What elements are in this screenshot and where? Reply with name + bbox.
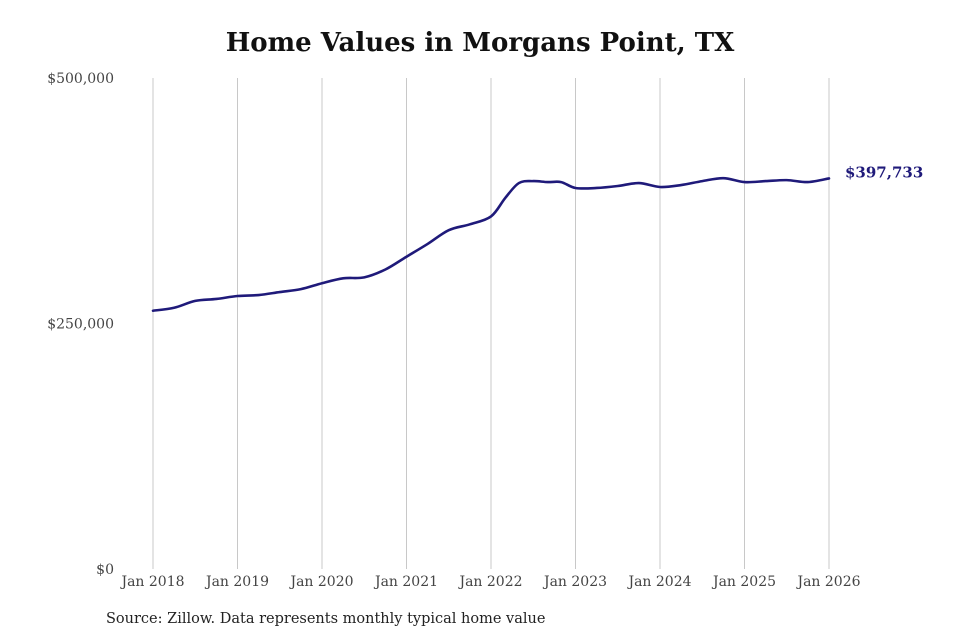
y-tick-label: $0 [96,562,114,578]
source-note: Source: Zillow. Data represents monthly … [106,611,546,627]
x-tick-label: Jan 2024 [626,574,691,590]
y-axis: $0 $250,000 $500,000 [47,71,114,578]
x-tick-label: Jan 2022 [457,574,522,590]
x-tick-label: Jan 2020 [288,574,353,590]
y-tick-label: $250,000 [47,317,114,333]
x-tick-label: Jan 2023 [542,574,607,590]
gridlines [152,78,830,569]
series-line [151,176,831,313]
y-tick-label: $500,000 [47,71,114,87]
x-tick-label: Jan 2018 [119,574,184,590]
end-value-label: $397,733 [845,163,923,181]
series-layer: $397,733 [151,163,923,313]
chart-title: Home Values in Morgans Point, TX [225,28,735,58]
x-tick-label: Jan 2025 [711,574,776,590]
x-axis: Jan 2018 Jan 2019 Jan 2020 Jan 2021 Jan 2022… [119,574,860,590]
x-tick-label: Jan 2026 [795,574,860,590]
x-tick-label: Jan 2021 [373,574,438,590]
x-tick-label: Jan 2019 [204,574,269,590]
